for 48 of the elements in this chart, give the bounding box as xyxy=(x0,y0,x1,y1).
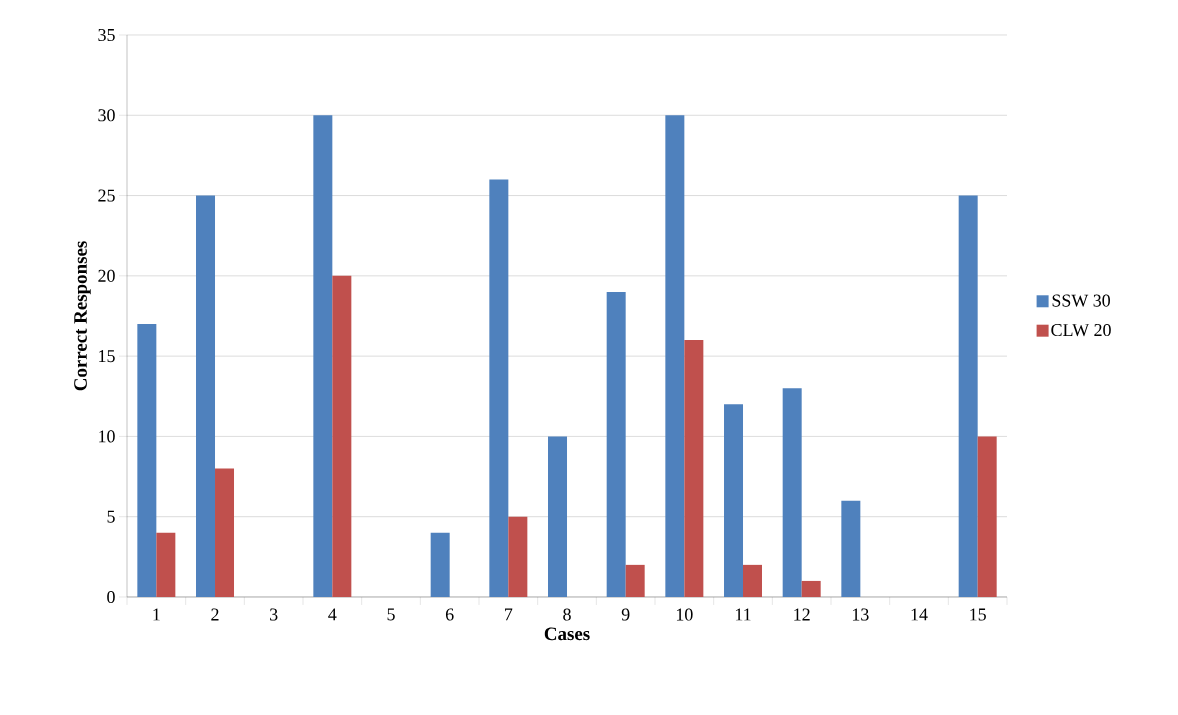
legend-label: CLW 20 xyxy=(1051,323,1111,337)
y-axis-title: Correct Responses xyxy=(74,241,91,391)
bar xyxy=(958,195,978,597)
bar xyxy=(625,564,645,597)
bar xyxy=(801,580,821,597)
x-tick-label: 12 xyxy=(794,608,810,621)
y-tick-label: 0 xyxy=(107,590,115,604)
x-tick-label: 1 xyxy=(153,608,160,621)
y-tick-label: 5 xyxy=(107,510,115,523)
bar xyxy=(489,179,509,597)
bar xyxy=(313,115,333,597)
bar xyxy=(508,516,528,597)
bar xyxy=(332,275,352,597)
bar xyxy=(548,436,568,597)
x-tick-label: 10 xyxy=(676,608,693,621)
bar xyxy=(430,532,450,597)
x-tick-label: 14 xyxy=(911,608,928,621)
x-tick-label: 5 xyxy=(387,608,395,621)
x-tick-label: 2 xyxy=(211,608,219,621)
legend-label: SSW 30 xyxy=(1052,294,1110,307)
bar xyxy=(782,388,802,597)
y-tick-label: 25 xyxy=(98,189,115,202)
bar xyxy=(684,340,704,597)
bar xyxy=(606,291,626,597)
x-tick-label: 7 xyxy=(505,608,513,621)
bar xyxy=(743,564,763,597)
y-tick-label: 20 xyxy=(98,269,115,282)
x-tick-label: 8 xyxy=(563,608,571,621)
y-tick-label: 35 xyxy=(98,28,115,42)
x-tick-label: 4 xyxy=(328,608,337,621)
bar xyxy=(841,500,861,597)
x-tick-label: 9 xyxy=(621,608,630,621)
y-tick-label: 15 xyxy=(99,350,115,363)
bar xyxy=(215,468,235,597)
bar xyxy=(196,195,216,597)
bar xyxy=(665,115,685,597)
y-tick-label: 10 xyxy=(99,430,115,443)
x-tick-label: 11 xyxy=(735,608,751,621)
x-tick-label: 6 xyxy=(445,608,454,621)
bar xyxy=(137,324,157,597)
bar xyxy=(724,404,744,597)
bar xyxy=(977,436,997,597)
x-tick-label: 13 xyxy=(852,608,869,621)
x-tick-label: 3 xyxy=(270,608,278,621)
x-tick-label: 15 xyxy=(970,608,986,621)
bar xyxy=(156,532,176,597)
x-axis-title: Cases xyxy=(544,627,590,641)
y-tick-label: 30 xyxy=(98,109,115,122)
